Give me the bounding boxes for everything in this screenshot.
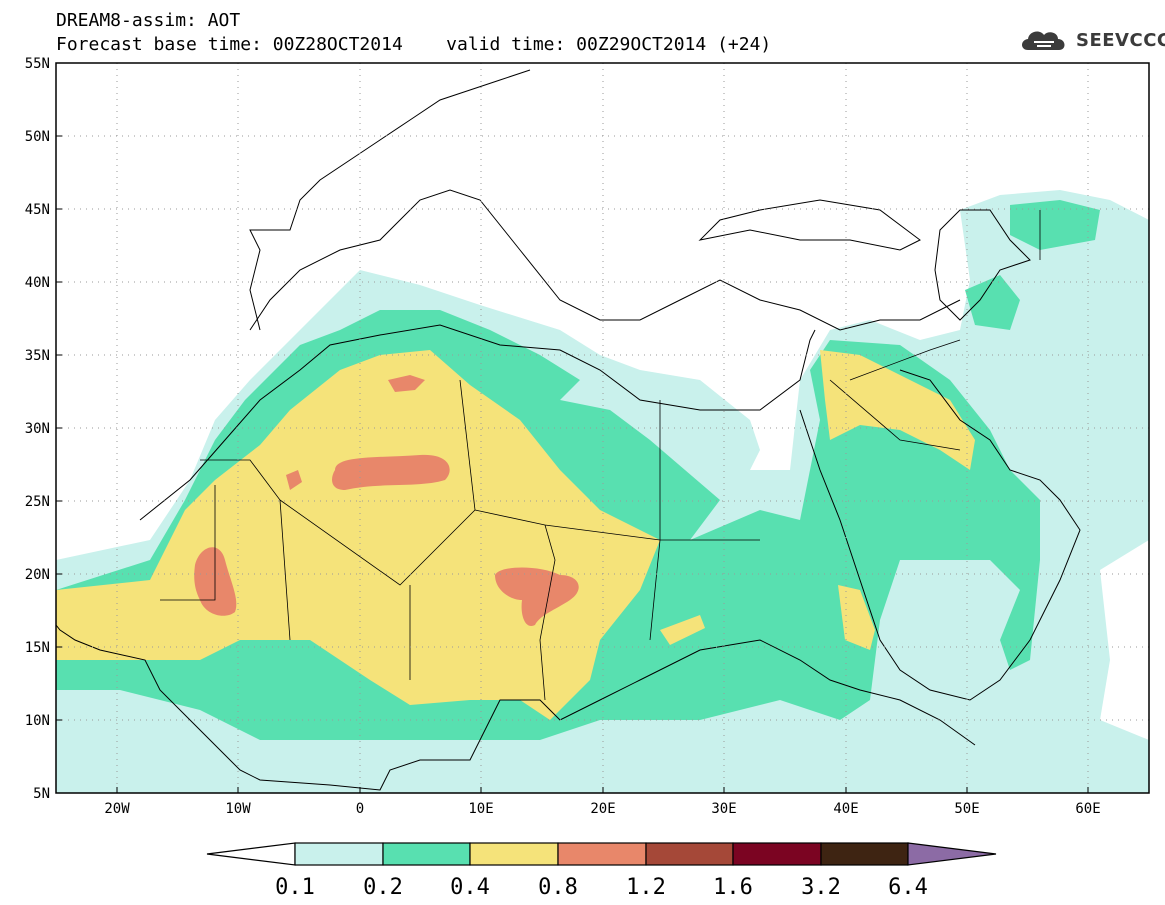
lat-label: 35N: [25, 348, 50, 364]
base-time: Forecast base time: 00Z28OCT2014: [56, 34, 403, 55]
lat-label: 45N: [25, 202, 50, 218]
colorbar-labels: 0.1 0.2 0.4 0.8 1.2 1.6 3.2 6.4: [275, 875, 928, 900]
colorbar-legend: 0.1 0.2 0.4 0.8 1.2 1.6 3.2 6.4: [206, 842, 997, 900]
aot-band-0.4-redsea: [838, 585, 875, 650]
lon-label: 10E: [468, 801, 493, 817]
colorbar-segment: [645, 842, 734, 866]
map-title: DREAM8-assim: AOT: [56, 10, 241, 31]
aot-band-0.2-caspian: [1010, 200, 1100, 250]
lon-label: 10W: [225, 801, 251, 817]
aot-band-0.8-small: [286, 470, 302, 490]
colorbar-label: 0.8: [538, 875, 578, 900]
cloud-icon: [1022, 31, 1065, 50]
colorbar-label: 6.4: [888, 875, 928, 900]
grid-lines: [56, 63, 1149, 793]
lon-label: 20E: [590, 801, 615, 817]
aot-band-0.2-iran: [965, 275, 1020, 330]
lon-labels: 20W 10W 0 10E 20E 30E 40E 50E 60E: [104, 801, 1100, 817]
aot-band-0.4-arabia: [820, 350, 975, 470]
borders: [160, 210, 1041, 701]
aot-band-0.8-chad: [495, 567, 579, 626]
colorbar-label: 0.4: [450, 875, 490, 900]
lat-label: 15N: [25, 640, 50, 656]
lon-label: 20W: [104, 801, 130, 817]
lat-label: 20N: [25, 567, 50, 583]
lat-label: 50N: [25, 129, 50, 145]
tick-marks: [56, 135, 1089, 793]
colorbar-segment: [469, 842, 559, 866]
lat-label: 25N: [25, 494, 50, 510]
colorbar-segment-above: [907, 842, 997, 866]
colorbar-label: 3.2: [801, 875, 841, 900]
lat-label: 40N: [25, 275, 50, 291]
lon-label: 60E: [1075, 801, 1100, 817]
colorbar-segment: [732, 842, 822, 866]
forecast-times: Forecast base time: 00Z28OCT2014 valid t…: [56, 35, 771, 55]
colorbar-segment-below: [206, 842, 296, 866]
lat-label: 55N: [25, 56, 50, 72]
aot-map: 55N 50N 45N 40N 35N 30N 25N 20N 15N 10N …: [25, 56, 1150, 817]
colorbar-segment: [294, 842, 384, 866]
valid-time: valid time: 00Z29OCT2014 (+24): [446, 34, 772, 55]
colorbar-label: 1.2: [626, 875, 666, 900]
lat-labels: 55N 50N 45N 40N 35N 30N 25N 20N 15N 10N …: [25, 56, 50, 802]
lat-label: 5N: [33, 786, 50, 802]
aot-band-0.4-sudan: [660, 615, 705, 645]
logo-text: SEEVCCC: [1076, 30, 1165, 51]
aot-band-0.4: [56, 350, 660, 720]
colorbar-segment: [557, 842, 647, 866]
aot-band-0.8-algeria: [332, 454, 450, 490]
seevccc-logo: SEEVCCC: [1018, 26, 1165, 56]
lat-label: 30N: [25, 421, 50, 437]
lat-label: 10N: [25, 713, 50, 729]
coastlines: [56, 69, 1081, 791]
lon-label: 0: [356, 801, 364, 817]
lon-label: 40E: [833, 801, 858, 817]
colorbar-segment: [382, 842, 471, 866]
colorbar-label: 0.2: [363, 875, 403, 900]
colorbar-segment: [820, 842, 909, 866]
aot-band-0.8-morocco: [388, 375, 425, 392]
lon-label: 30E: [711, 801, 736, 817]
colorbar-label: 1.6: [713, 875, 753, 900]
lon-label: 50E: [954, 801, 979, 817]
colorbar-label: 0.1: [275, 875, 315, 900]
